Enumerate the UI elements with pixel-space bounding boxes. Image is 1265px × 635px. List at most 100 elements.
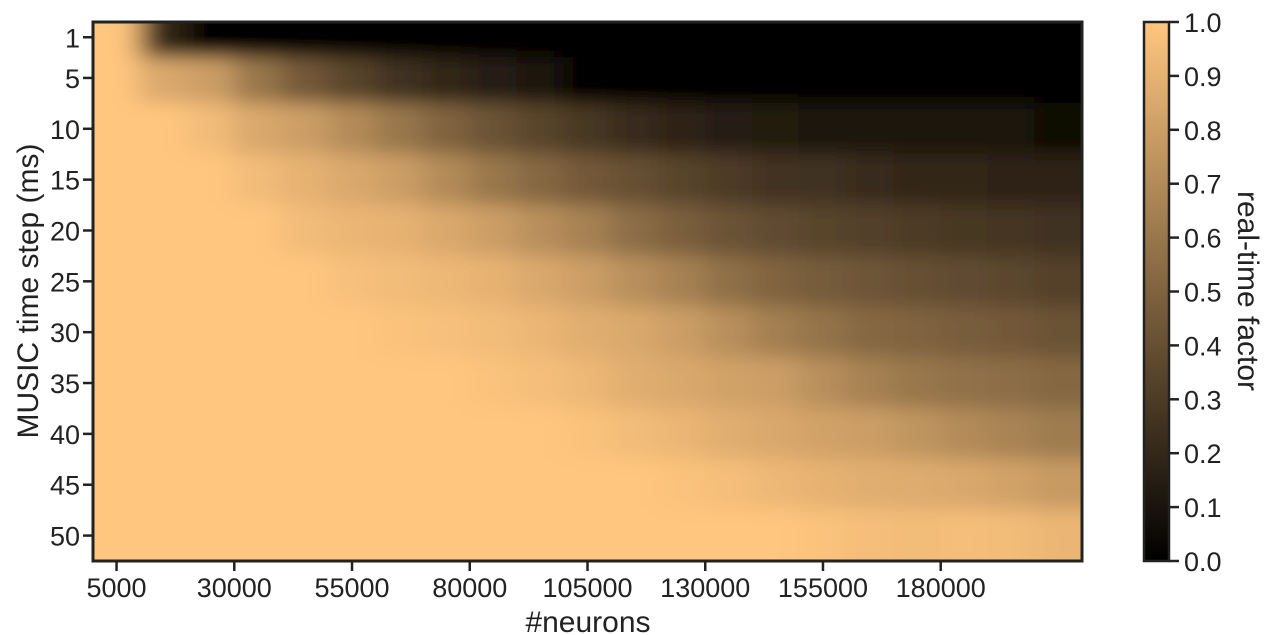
heatmap-cell xyxy=(846,458,895,511)
heatmap-cell xyxy=(422,102,471,155)
x-tick-label: 55000 xyxy=(314,573,389,603)
heatmap-cell xyxy=(704,153,753,206)
heatmap-cell xyxy=(139,204,188,257)
heatmap-cell xyxy=(1034,102,1082,155)
heatmap-cell xyxy=(610,509,659,561)
heatmap-cell xyxy=(186,357,235,409)
heatmap-cell xyxy=(93,458,141,511)
x-tick-label: 80000 xyxy=(432,573,507,603)
heatmap-cell xyxy=(186,102,235,155)
heatmap-cell xyxy=(1034,22,1082,59)
heatmap-cell xyxy=(327,22,377,59)
heatmap-cell xyxy=(375,153,424,206)
heatmap-cell xyxy=(422,153,471,206)
heatmap-cell xyxy=(987,57,1036,104)
heatmap-cell xyxy=(657,22,706,59)
heatmap-cell xyxy=(375,22,424,59)
heatmap-cell xyxy=(704,509,753,561)
heatmap-cell xyxy=(846,57,895,104)
heatmap-cell xyxy=(657,509,706,561)
heatmap-cell xyxy=(940,153,989,206)
heatmap-cell xyxy=(846,407,895,460)
heatmap-cell xyxy=(186,153,235,206)
colorbar-ticks: 0.0 0.1 0.2 0.3 0.4 0.5 0.6 0.7 0.8 0.9 1.0 xyxy=(1169,8,1222,577)
heatmap-cell xyxy=(186,57,235,104)
heatmap-cell xyxy=(893,357,942,409)
heatmap-cell xyxy=(469,57,518,104)
heatmap-cell xyxy=(846,22,895,59)
heatmap-cell xyxy=(657,458,706,511)
colorbar-tick-label: 0.2 xyxy=(1184,439,1222,469)
heatmap-cell xyxy=(987,153,1036,206)
colorbar-tick-label: 0.9 xyxy=(1184,62,1222,92)
y-tick-label: 45 xyxy=(50,471,80,501)
heatmap-cell xyxy=(1034,306,1082,359)
heatmap-cell xyxy=(704,458,753,511)
heatmap-cell xyxy=(893,57,942,104)
heatmap-cell xyxy=(1034,509,1082,561)
heatmap-cell xyxy=(751,509,800,561)
heatmap-cell xyxy=(280,458,329,511)
heatmap-cell xyxy=(987,357,1036,409)
heatmap-cell xyxy=(233,255,282,308)
heatmap-cell xyxy=(186,509,235,561)
heatmap-cell xyxy=(610,306,659,359)
heatmap-cell xyxy=(516,57,565,104)
heatmap-cell xyxy=(563,204,612,257)
heatmap-cell xyxy=(233,102,282,155)
heatmap-cell xyxy=(422,22,471,59)
x-tick-label: 130000 xyxy=(660,573,750,603)
heatmap-cell xyxy=(563,153,612,206)
heatmap-cell xyxy=(987,255,1036,308)
heatmap-cell xyxy=(893,306,942,359)
heatmap-cell xyxy=(987,458,1036,511)
heatmap-cell xyxy=(375,204,424,257)
heatmap-cell xyxy=(1034,255,1082,308)
heatmap-cell xyxy=(1034,357,1082,409)
x-tick-label: 30000 xyxy=(197,573,272,603)
heatmap-cell xyxy=(422,306,471,359)
heatmap-cell xyxy=(1034,458,1082,511)
heatmap-cell xyxy=(516,204,565,257)
heatmap-cell xyxy=(93,153,141,206)
heatmap-cell xyxy=(327,57,377,104)
heatmap-cell xyxy=(186,407,235,460)
colorbar-label: real-time factor xyxy=(1231,191,1264,391)
heatmap-cell xyxy=(987,407,1036,460)
heatmap-cell xyxy=(327,153,377,206)
colorbar-tick-label: 0.6 xyxy=(1184,224,1222,254)
heatmap-cell xyxy=(987,509,1036,561)
heatmap-cell xyxy=(846,204,895,257)
heatmap-cell xyxy=(516,255,565,308)
heatmap-cell xyxy=(469,204,518,257)
heatmap-cell xyxy=(751,357,800,409)
heatmap-cell xyxy=(610,458,659,511)
heatmap-cell xyxy=(1034,57,1082,104)
heatmap-cell xyxy=(751,306,800,359)
heatmap-cell xyxy=(139,458,188,511)
y-tick-label: 10 xyxy=(50,115,80,145)
heatmap-cell xyxy=(280,204,329,257)
heatmap-cell xyxy=(280,255,329,308)
heatmap-cell xyxy=(751,407,800,460)
heatmap-cell xyxy=(516,22,565,59)
y-tick-label: 40 xyxy=(50,420,80,450)
heatmap-cell xyxy=(280,306,329,359)
heatmap-cell xyxy=(516,458,565,511)
heatmap-cell xyxy=(139,255,188,308)
heatmap-cell xyxy=(327,407,377,460)
heatmap-cell xyxy=(139,153,188,206)
heatmap-cell xyxy=(610,153,659,206)
heatmap-cell xyxy=(422,57,471,104)
heatmap-cell xyxy=(327,204,377,257)
heatmap-cell xyxy=(987,204,1036,257)
heatmap-cell xyxy=(139,22,188,59)
heatmap-cell xyxy=(751,102,800,155)
y-tick-label: 50 xyxy=(50,522,80,552)
heatmap-cell xyxy=(563,509,612,561)
heatmap-cell xyxy=(657,357,706,409)
heatmap-cell xyxy=(280,57,329,104)
heatmap-cell xyxy=(893,153,942,206)
heatmap-cell xyxy=(469,153,518,206)
heatmap-cell xyxy=(186,306,235,359)
